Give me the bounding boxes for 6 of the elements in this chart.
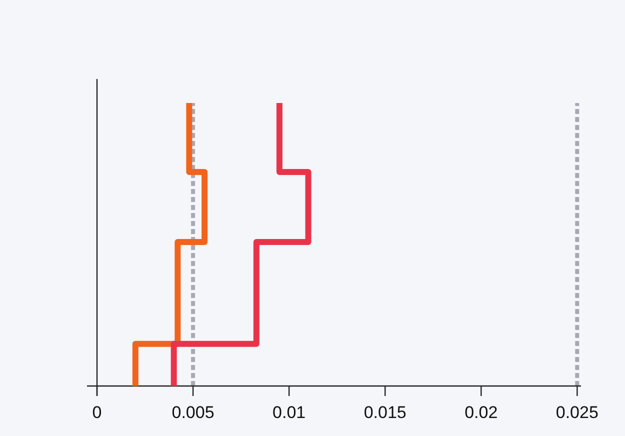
x-tick-label: 0.02 [464,403,498,422]
x-tick-label: 0 [92,403,102,422]
x-tick-label: 0.005 [172,403,214,422]
x-tick-label: 0.015 [364,403,406,422]
x-tick-label: 0.01 [272,403,306,422]
x-tick-label: 0.025 [556,403,598,422]
